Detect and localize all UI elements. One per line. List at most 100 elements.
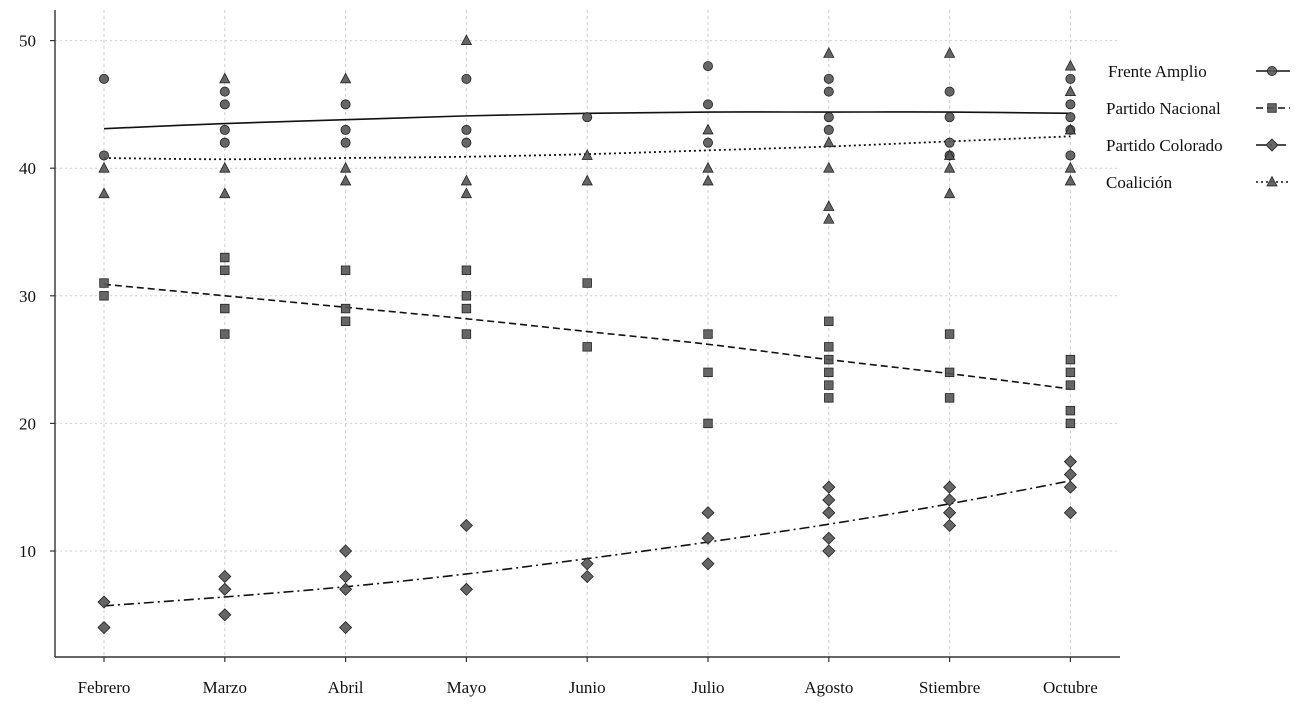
point-partido-nacional [340,316,351,327]
point-partido-nacional [824,316,834,327]
point-frente-amplio [823,124,834,135]
point-partido-colorado [1063,480,1077,494]
point-coalicion [702,123,714,135]
point-partido-colorado [822,544,836,558]
point-partido-colorado [822,480,836,494]
point-partido-nacional [461,265,472,275]
legend-marker-coalicion [1266,175,1278,187]
point-frente-amplio [944,137,955,148]
point-partido-colorado [1063,467,1077,482]
point-coalicion [823,136,835,148]
legend-label-partido-nacional: Partido Nacional [1106,99,1221,118]
point-partido-nacional [99,278,109,288]
point-frente-amplio [823,73,834,84]
point-coalicion [339,161,352,173]
x-tick-label-febrero: Febrero [78,678,131,697]
point-partido-colorado [943,518,957,533]
point-partido-colorado [943,493,957,507]
point-partido-nacional [582,278,592,288]
point-coalicion [219,72,231,84]
point-frente-amplio [1065,112,1076,123]
x-tick-labels: Febrero Marzo Abril Mayo Junio Julio Agosto Sti… [78,657,1098,697]
x-tick-label-junio: Junio [569,678,606,697]
legend-marker-partido-colorado [1265,138,1279,152]
point-frente-amplio [582,112,593,123]
point-coalicion [339,72,352,84]
point-coalicion [702,174,714,186]
x-tick-label-marzo: Marzo [203,678,247,697]
point-partido-nacional [944,329,955,339]
point-coalicion [460,34,473,45]
point-frente-amplio [99,73,110,84]
data-points [97,34,1077,635]
point-coalicion [1064,59,1077,71]
point-coalicion [823,47,835,58]
point-partido-nacional [220,329,230,339]
point-frente-amplio [1065,73,1076,84]
point-coalicion [823,200,835,211]
point-partido-nacional [220,252,230,263]
point-partido-colorado [1063,506,1077,520]
point-coalicion [219,161,231,173]
point-frente-amplio [219,124,230,135]
x-tick-label-mayo: Mayo [447,678,487,697]
point-coalicion [98,187,110,199]
point-frente-amplio [944,112,955,123]
y-tick-label-20: 20 [19,414,36,433]
y-tick-label-50: 50 [19,32,36,51]
point-coalicion [943,187,956,199]
point-partido-nacional [220,303,230,314]
point-partido-nacional [703,367,713,378]
point-partido-nacional [703,329,713,339]
point-frente-amplio [823,112,834,123]
point-frente-amplio [823,86,834,97]
point-coalicion [1064,85,1077,97]
point-frente-amplio [461,73,472,84]
point-frente-amplio [219,86,230,97]
point-frente-amplio [703,99,714,110]
x-tick-label-julio: Julio [691,678,724,697]
point-coalicion [219,187,231,199]
point-partido-colorado [339,544,353,558]
point-partido-colorado [459,518,473,533]
point-partido-colorado [701,557,715,571]
x-tick-label-agosto: Agosto [804,678,853,697]
point-frente-amplio [461,137,472,148]
y-tick-labels: 10 20 30 40 50 [19,32,55,561]
point-partido-colorado [339,582,353,596]
x-tick-label-abril: Abril [328,678,364,697]
point-partido-colorado [339,620,353,635]
point-partido-colorado [97,620,111,635]
point-partido-colorado [822,531,836,545]
point-partido-nacional [703,418,713,429]
point-coalicion [943,149,956,160]
point-frente-amplio [99,150,110,161]
point-partido-nacional [1065,380,1076,390]
point-partido-colorado [822,493,836,507]
point-frente-amplio [461,124,472,135]
point-partido-colorado [701,506,715,520]
legend: Frente Amplio Partido Nacional Partido Col… [1106,62,1290,192]
point-frente-amplio [340,137,351,148]
legend-marker-frente-amplio [1267,66,1278,77]
point-frente-amplio [1065,99,1076,110]
point-partido-nacional [824,380,834,390]
point-partido-nacional [824,367,834,378]
point-partido-nacional [944,367,955,378]
point-partido-nacional [1065,418,1076,429]
point-coalicion [1064,123,1077,135]
point-partido-colorado [822,506,836,520]
point-coalicion [460,187,473,199]
point-partido-colorado [943,506,957,520]
point-coalicion [98,161,110,173]
x-tick-label-stiembre: Stiembre [919,678,980,697]
point-partido-colorado [218,569,232,584]
point-partido-colorado [459,582,473,596]
point-coalicion [702,161,714,173]
point-frente-amplio [340,99,351,110]
point-coalicion [1064,174,1077,186]
legend-label-coalicion: Coalición [1106,173,1173,192]
point-partido-nacional [1065,354,1076,365]
point-partido-nacional [340,303,351,314]
point-partido-colorado [218,608,232,622]
